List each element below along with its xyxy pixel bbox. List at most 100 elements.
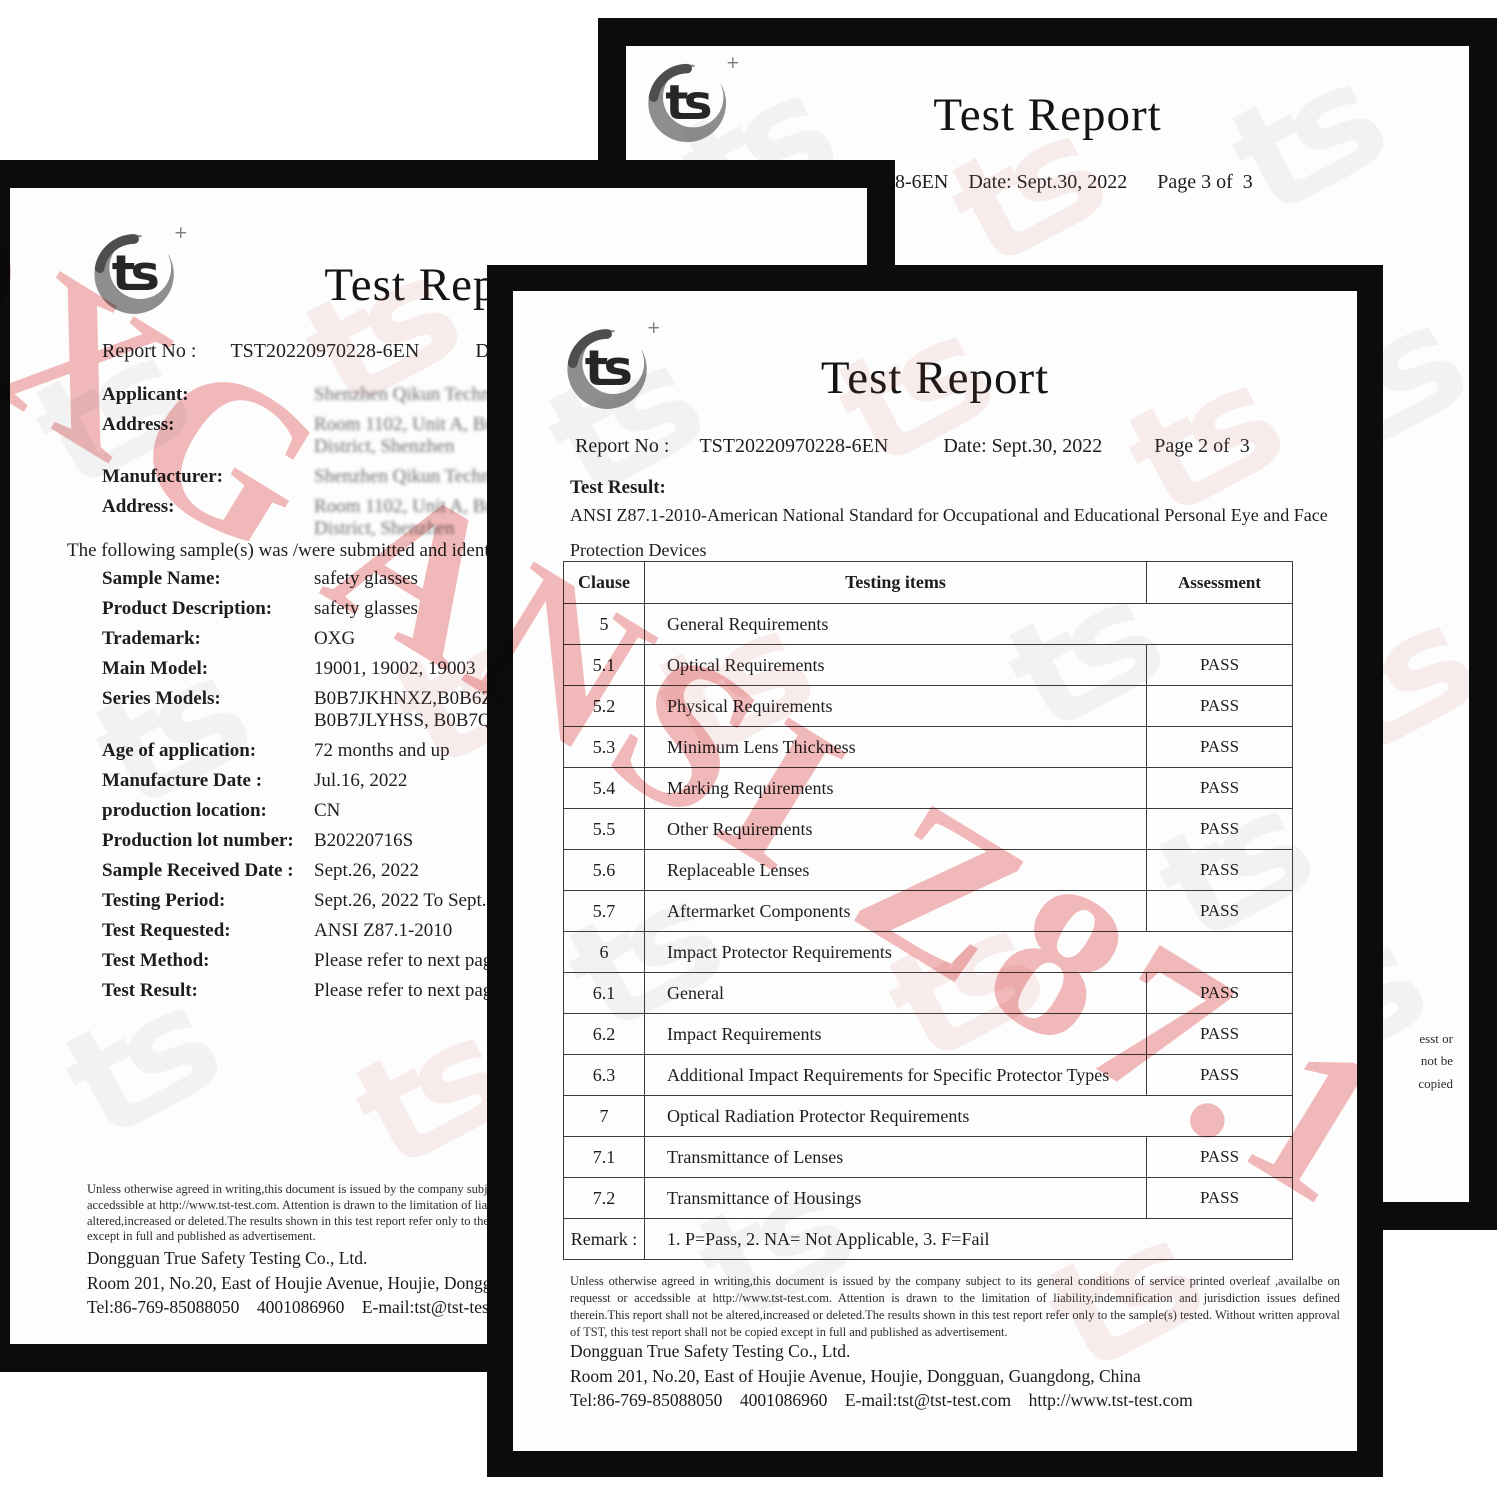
field-label: Test Method: — [102, 950, 210, 972]
field-row: Test Method: Please refer to next page(s)… — [10, 950, 867, 972]
cell-testing-item: Aftermarket Components — [644, 890, 1147, 932]
field-value-line: Please refer to next page(s). — [314, 980, 526, 1002]
field-row: Sample Received Date : Sept.26, 2022 — [10, 860, 867, 882]
cell-clause: 5 — [563, 603, 645, 645]
disclaimer-line: except in full and published as advertis… — [87, 1229, 316, 1244]
field-value-line: ANSI Z87.1-2010 — [314, 920, 453, 942]
field-value: Sept.26, 2022 — [314, 860, 419, 882]
cell-testing-item: General — [644, 972, 1147, 1014]
cell-clause: 7.1 — [563, 1136, 645, 1178]
cell-remark-text: 1. P=Pass, 2. NA= Not Applicable, 3. F=F… — [644, 1218, 1293, 1260]
company-line: Room 201, No.20, East of Houjie Avenue, … — [87, 1272, 547, 1293]
company-line: Room 201, No.20, East of Houjie Avenue, … — [570, 1365, 1141, 1386]
table-row: 5 General Requirements — [563, 603, 1293, 645]
field-value-line: 72 months and up — [314, 740, 450, 762]
svg-text:ʦ: ʦ — [112, 244, 160, 302]
field-value-line: District, Shenzhen — [314, 436, 455, 458]
tst-logo-icon: ʦ + — [563, 319, 660, 416]
table-row: 5.5 Other Requirements PASS — [563, 808, 1293, 850]
field-row: Age of application: 72 months and up — [10, 740, 867, 762]
page2-disclaimer: Unless otherwise agreed in writing,this … — [570, 1274, 1340, 1340]
field-label: Series Models: — [102, 688, 221, 710]
field-row: Product Description: safety glasses — [10, 598, 867, 620]
cell-testing-item: Transmittance of Housings — [644, 1177, 1147, 1219]
svg-text:+: + — [174, 224, 187, 242]
report-no-value: TST20220970228-6EN — [699, 435, 889, 457]
page-2-paper: ʦ + Test Report Report No : TST202209702… — [513, 291, 1357, 1451]
field-value: 19001, 19002, 19003 — [314, 658, 476, 680]
company-line: Tel:86-769-85088050 4001086960 E-mail:ts… — [570, 1390, 1193, 1410]
field-value: ANSI Z87.1-2010 — [314, 920, 452, 942]
field-label: Test Result: — [102, 980, 198, 1002]
cell-clause: 5.7 — [563, 890, 645, 932]
assessment-table-body: 5 General Requirements 5.1 Optical Requirem… — [563, 603, 1293, 1260]
cell-testing-item: General Requirements — [644, 603, 1293, 645]
page1-company-block: Dongguan True Safety Testing Co., Ltd. Ro… — [87, 1246, 547, 1320]
field-row: Production lot number: B20220716S — [10, 830, 867, 852]
cell-testing-item: Replaceable Lenses — [644, 849, 1147, 891]
cell-clause: 5.2 — [563, 685, 645, 727]
field-row: Test Requested: ANSI Z87.1-2010 — [10, 920, 867, 942]
field-value-line: 19001, 19002, 19003 — [314, 658, 476, 680]
field-label: Production lot number: — [102, 830, 294, 852]
table-row: 5.2 Physical Requirements PASS — [563, 685, 1293, 727]
field-value-line: OXG — [314, 628, 356, 650]
table-row: 7.2 Transmittance of Housings PASS — [563, 1177, 1293, 1219]
svg-text:ʦ: ʦ — [585, 339, 633, 397]
field-row: Trademark: OXG — [10, 628, 867, 650]
page3-title: Test Report — [933, 89, 1162, 141]
field-label: Manufacturer: — [102, 466, 224, 488]
page2-company-block: Dongguan True Safety Testing Co., Ltd. Ro… — [570, 1339, 1193, 1413]
cell-clause: 5.3 — [563, 726, 645, 768]
page2-title: Test Report — [820, 352, 1050, 404]
field-row: Main Model: 19001, 19002, 19003 — [10, 658, 867, 680]
page2-report-line: Report No : TST20220970228-6EN Date: Sep… — [513, 435, 1357, 458]
field-value: Please refer to next page(s). — [314, 950, 526, 972]
cell-clause: 6 — [563, 931, 645, 973]
table-row: 6.2 Impact Requirements PASS — [563, 1013, 1293, 1055]
tst-logo-icon: ʦ + — [644, 54, 739, 149]
report-date: Date: Sept.30, 2022 — [943, 435, 1103, 457]
field-value: OXG — [314, 628, 355, 650]
field-label: Sample Received Date : — [102, 860, 294, 882]
cell-assessment: PASS — [1146, 1013, 1293, 1055]
field-label: production location: — [102, 800, 267, 822]
field-value-line: Sept.26, 2022 — [314, 860, 420, 882]
svg-text:+: + — [647, 319, 660, 337]
svg-text:+: + — [726, 54, 739, 72]
cell-testing-item: Minimum Lens Thickness — [644, 726, 1147, 768]
cell-testing-item: Other Requirements — [644, 808, 1147, 850]
field-value-line: safety glasses — [314, 598, 418, 620]
cell-assessment: PASS — [1146, 849, 1293, 891]
table-row: 5.4 Marking Requirements PASS — [563, 767, 1293, 809]
cell-testing-item: Impact Protector Requirements — [644, 931, 1293, 973]
test-result-label: Test Result: — [570, 477, 666, 498]
field-label: Age of application: — [102, 740, 257, 762]
field-row: production location: CN — [10, 800, 867, 822]
field-value-line: B0B7JLYHSS, B0B7QRV — [314, 710, 517, 732]
disclaimer-fragment-line: not be — [1420, 1053, 1453, 1069]
cell-testing-item: Physical Requirements — [644, 685, 1147, 727]
table-header-row: Clause Testing items Assessment — [563, 561, 1293, 604]
disclaimer-fragment-line: esst or — [1419, 1031, 1453, 1046]
field-value: safety glasses — [314, 598, 418, 620]
field-value-line: Jul.16, 2022 — [314, 770, 408, 792]
report-page: Page 3 of 3 — [1157, 171, 1253, 193]
table-row: 6 Impact Protector Requirements — [563, 931, 1293, 973]
table-remark-row: Remark :1. P=Pass, 2. NA= Not Applicable… — [563, 1218, 1293, 1260]
field-value-line: Please refer to next page(s). — [314, 950, 526, 972]
field-label: Applicant: — [102, 384, 189, 405]
cell-assessment: PASS — [1146, 726, 1293, 768]
cell-assessment: PASS — [1146, 644, 1293, 686]
field-value-line: B20220716S — [314, 830, 414, 852]
field-value: Jul.16, 2022 — [314, 770, 407, 792]
cell-assessment: PASS — [1146, 1054, 1293, 1096]
cell-assessment: PASS — [1146, 767, 1293, 809]
table-row: 5.7 Aftermarket Components PASS — [563, 890, 1293, 932]
field-value-line: District, Shenzhen — [314, 518, 455, 540]
field-label: Trademark: — [102, 628, 201, 650]
test-report-page-2: ʦ + Test Report Report No : TST202209702… — [487, 265, 1383, 1477]
field-label: Main Model: — [102, 658, 209, 680]
field-label: Address: — [102, 496, 175, 518]
svg-text:ʦ: ʦ — [665, 75, 712, 131]
